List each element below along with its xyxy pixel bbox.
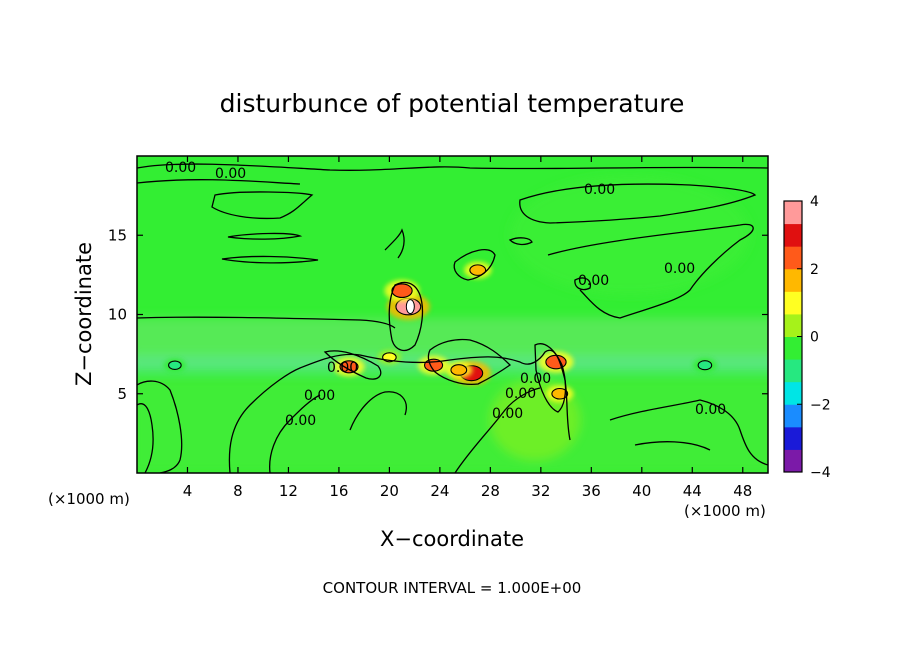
x-unit-right: (×1000 m) — [684, 502, 766, 520]
colorbar-swatch — [784, 201, 802, 225]
colorbar-tick-label: 0 — [810, 330, 819, 346]
contour-line — [349, 391, 407, 431]
feature-layer — [163, 261, 717, 403]
y-tick-label: 15 — [108, 226, 127, 244]
x-unit-left: (×1000 m) — [48, 490, 130, 508]
anomaly-core — [168, 360, 182, 370]
x-tick-label: 44 — [683, 482, 702, 500]
x-tick-label: 32 — [531, 482, 550, 500]
contour-lines — [137, 163, 768, 473]
colorbar-swatch — [784, 426, 802, 450]
anomaly-blob — [693, 358, 717, 373]
plot-area: 0.00 0.000.000.000.000.000.000.00 0.000.00… — [137, 156, 768, 473]
x-tick-label: 36 — [582, 482, 601, 500]
anomaly-peak — [405, 299, 415, 315]
contour-line — [221, 255, 319, 264]
contour-label: 0.00 — [695, 402, 726, 418]
colorbar-tick-label: −2 — [810, 397, 831, 413]
contour-label: 0.00 — [165, 160, 196, 176]
contour-line — [609, 399, 768, 466]
contour-label: 0.00 — [584, 182, 615, 198]
contour-line — [137, 179, 301, 185]
anomaly-blob — [377, 350, 402, 365]
anomaly-core — [450, 364, 468, 376]
x-tick-label: 48 — [733, 482, 752, 500]
y-tick-label: 5 — [117, 385, 127, 403]
colorbar-tick-label: 4 — [810, 194, 819, 210]
colorbar-tick-label: −4 — [810, 465, 831, 481]
contour-label: 0.00 — [304, 388, 335, 404]
anomaly-blob — [163, 358, 186, 372]
contour-line — [574, 277, 591, 291]
colorbar-swatch — [784, 223, 802, 247]
y-axis-label: Z−coordinate — [72, 242, 96, 386]
contour-line — [388, 281, 424, 352]
x-tick-label: 28 — [481, 482, 500, 500]
colorbar-swatch — [784, 449, 802, 473]
x-tick-label: 16 — [329, 482, 348, 500]
contour-line — [453, 249, 496, 281]
contour-label: 0.00 — [327, 360, 358, 376]
colorbar-swatch — [784, 336, 802, 360]
anomaly-blob — [546, 385, 574, 403]
contour-interval-note: CONTOUR INTERVAL = 1.000E+00 — [323, 579, 582, 597]
x-axis: 4 8 12 16 20 24 28 32 36 40 44 48 — [183, 156, 752, 500]
x-tick-label: 40 — [632, 482, 651, 500]
contour-line — [508, 237, 533, 246]
colorbar-swatch — [784, 359, 802, 383]
colorbar-swatch — [784, 246, 802, 270]
x-tick-label: 24 — [430, 482, 449, 500]
contour-line — [227, 232, 303, 240]
contour-label: 0.00 — [505, 386, 536, 402]
colorbar-swatch — [784, 404, 802, 428]
contour-label: 0.00 — [285, 413, 316, 429]
x-tick-label: 12 — [279, 482, 298, 500]
y-axis: 5 10 15 — [108, 226, 768, 403]
contour-line — [384, 228, 405, 259]
anomaly-blob — [445, 361, 473, 379]
contour-line — [323, 350, 382, 380]
contour-label: 0.00 — [215, 166, 246, 182]
field-shading — [137, 175, 768, 473]
contour-line — [211, 191, 314, 220]
contour-line — [137, 163, 768, 171]
anomaly-core — [339, 360, 359, 374]
anomaly-blob — [384, 279, 420, 302]
contour-label: 0.00 — [520, 371, 551, 387]
chart-title: disturbunce of potential temperature — [220, 89, 685, 118]
contour-line — [137, 403, 154, 473]
colorbar-swatch — [784, 381, 802, 405]
y-tick-label: 10 — [108, 306, 127, 324]
contour-line — [427, 338, 512, 386]
x-axis-label: X−coordinate — [380, 527, 524, 551]
contour-line — [269, 394, 321, 473]
contour-labels: 0.00 0.000.000.000.000.000.000.00 0.000.00… — [165, 160, 726, 429]
anomaly-blob — [333, 357, 365, 377]
anomaly-blob — [464, 261, 492, 279]
contour-line — [634, 441, 711, 451]
contour-line — [454, 387, 541, 473]
x-tick-label: 20 — [380, 482, 399, 500]
x-tick-label: 8 — [233, 482, 243, 500]
colorbar-swatch — [784, 291, 802, 315]
contour-line — [137, 380, 183, 473]
anomaly-core — [469, 264, 487, 276]
contour-line — [137, 316, 396, 329]
contour-line — [519, 183, 757, 224]
contour-label: 0.00 — [578, 273, 609, 289]
anomaly-core — [697, 360, 713, 371]
colorbar-swatch — [784, 268, 802, 292]
contour-line — [534, 343, 567, 413]
contour-label: 0.00 — [664, 261, 695, 277]
anomaly-core — [391, 283, 413, 299]
colorbar-tick-label: 2 — [810, 262, 819, 278]
anomaly-blob — [417, 355, 450, 375]
anomaly-core — [551, 387, 569, 400]
contour-line — [547, 223, 754, 319]
colorbar-swatch — [784, 313, 802, 337]
contour-label: 0.00 — [492, 406, 523, 422]
colorbar: 4 2 0 −2 −4 — [783, 194, 831, 481]
x-tick-label: 4 — [183, 482, 193, 500]
